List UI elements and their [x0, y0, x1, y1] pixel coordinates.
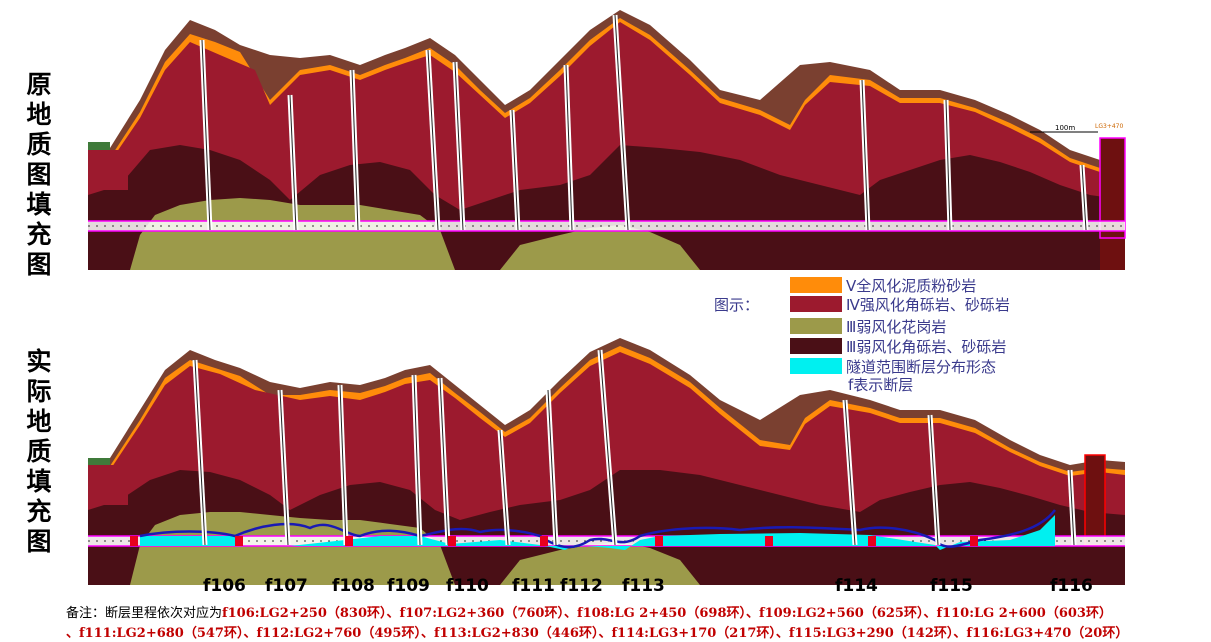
- fault-label-f108: f108: [332, 576, 375, 596]
- fault-zone-band: [140, 515, 1055, 550]
- fault-label-f106: f106: [203, 576, 246, 596]
- legend-text: Ⅳ强风化角砾岩、砂砾岩: [846, 295, 1010, 314]
- legend-swatch: [790, 338, 842, 354]
- legend-heading: 图示：: [714, 296, 760, 314]
- fault-label-f114: f114: [835, 576, 878, 596]
- fault-label-f111: f111: [512, 576, 555, 596]
- fault-label-f107: f107: [265, 576, 308, 596]
- note-prefix: 备注：断层里程依次对应为: [66, 606, 223, 621]
- note-text-1: f106:LG2+250（830环）、f107:LG2+360（760环）、f1…: [222, 606, 1112, 621]
- legend-item-strong-weathered: Ⅳ强风化角砾岩、砂砾岩: [790, 295, 1010, 314]
- note-line-2: 、f111:LG2+680（547环）、f112:LG2+760（495环）、f…: [66, 622, 1211, 641]
- note-line-1: 备注：断层里程依次对应为f106:LG2+250（830环）、f107:LG2+…: [66, 602, 1211, 621]
- fault-label-f115: f115: [930, 576, 973, 596]
- fault-label-f112: f112: [560, 576, 603, 596]
- fault-label-f116: f116: [1050, 576, 1093, 596]
- scale-label: 100m: [1055, 124, 1075, 132]
- legend-item-weak-breccia: Ⅲ弱风化角砾岩、砂砾岩: [790, 337, 1007, 356]
- legend-swatch: [790, 296, 842, 312]
- legend-swatch: [790, 358, 842, 374]
- note-text-2: 、f111:LG2+680（547环）、f112:LG2+760（495环）、f…: [66, 626, 1129, 641]
- fault-label-f110: f110: [446, 576, 489, 596]
- legend-text: Ⅲ弱风化角砾岩、砂砾岩: [846, 337, 1007, 356]
- legend-text: Ⅴ全风化泥质粉砂岩: [846, 276, 977, 295]
- fault-label-f113: f113: [622, 576, 665, 596]
- original-section-label: 原 地 质 图 填 充 图: [26, 70, 52, 279]
- legend-item-fault-zone: 隧道范围断层分布形态: [790, 357, 997, 376]
- legend-text: 隧道范围断层分布形态: [846, 357, 997, 376]
- actual-section-label: 实 际 地 质 填 充 图: [26, 347, 52, 556]
- legend-swatch: [790, 277, 842, 293]
- legend-item-full-weathered: Ⅴ全风化泥质粉砂岩: [790, 276, 977, 295]
- legend-item-weak-granite: Ⅲ弱风化花岗岩: [790, 317, 947, 336]
- fault-label-f109: f109: [387, 576, 430, 596]
- legend-swatch: [790, 318, 842, 334]
- legend-text: Ⅲ弱风化花岗岩: [846, 317, 947, 336]
- station-mark: LG3+470: [1095, 123, 1123, 130]
- legend-note: f表示断层: [848, 376, 914, 394]
- fault-outline: [139, 509, 1056, 549]
